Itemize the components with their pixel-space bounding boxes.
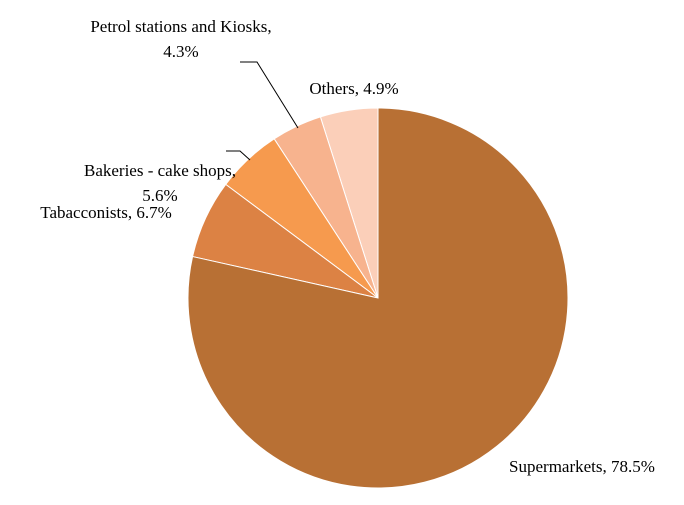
data-label: Others, 4.9% [309,79,399,98]
pie-slice [187,107,569,489]
data-label: Bakeries - cake shops, 5.6% [83,161,236,205]
leader-line [226,150,251,161]
data-label: Tabacconists, 6.7% [40,203,172,222]
leader-line [240,61,299,129]
data-label: Supermarkets, 78.5% [509,457,655,476]
data-label: Petrol stations and Kiosks, 4.3% [90,17,272,61]
